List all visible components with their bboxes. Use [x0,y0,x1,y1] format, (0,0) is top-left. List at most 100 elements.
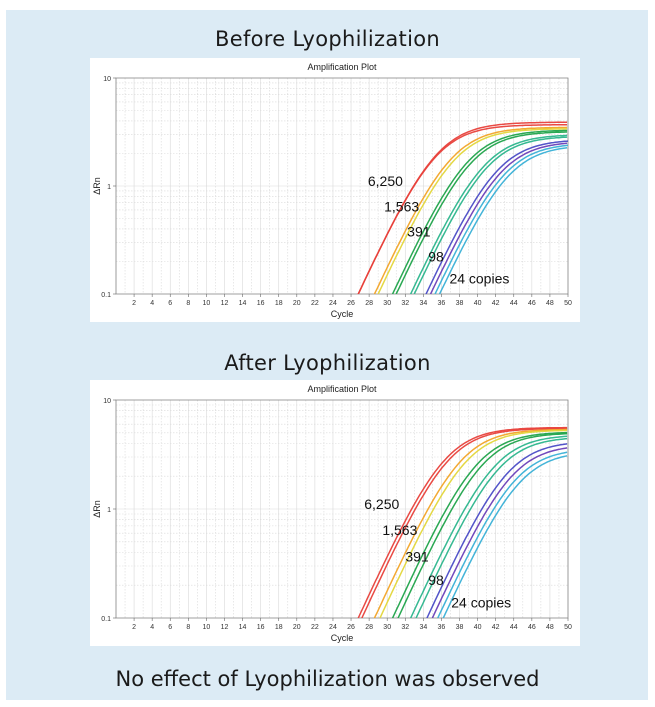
x-tick-label: 26 [347,624,355,631]
amplification-curve [379,429,568,618]
curve-label: 391 [407,224,431,240]
x-tick-label: 48 [546,300,554,307]
x-tick-label: 4 [150,300,154,307]
x-tick-label: 20 [293,624,301,631]
x-tick-label: 18 [275,624,283,631]
y-tick-label: 1 [107,184,111,191]
curve-label: 391 [405,548,429,564]
x-tick-label: 50 [564,624,572,631]
y-tick-label: 10 [103,76,111,83]
curve-label: 6,250 [368,173,403,189]
amplification-curve [409,134,568,294]
x-tick-label: 40 [474,300,482,307]
amplification-curve [434,144,568,294]
x-tick-label: 12 [221,300,229,307]
x-tick-label: 6 [168,300,172,307]
curve-label: 1,563 [384,199,419,215]
x-axis-label: Cycle [331,633,354,643]
x-tick-label: 8 [186,300,190,307]
x-tick-label: 22 [311,624,319,631]
y-tick-label: 0.1 [101,616,111,623]
x-tick-label: 38 [456,300,464,307]
y-tick-label: 10 [103,398,111,405]
amplification-curve [436,451,568,618]
amplification-curve [357,123,568,294]
y-tick-label: 0.1 [101,292,111,299]
amplification-curve [438,146,568,294]
x-tick-label: 36 [438,624,446,631]
before-heading: Before Lyophilization [215,27,440,51]
amplification-curve [429,142,568,294]
x-tick-label: 48 [546,624,554,631]
amplification-curve [409,435,568,618]
y-axis-label: ΔRn [92,500,102,518]
amplification-curve [377,128,568,294]
amplification-curve [391,129,568,294]
x-tick-label: 22 [311,300,319,307]
x-tick-label: 40 [474,624,482,631]
amplification-curve [415,437,568,618]
curve-label: 24 copies [449,271,509,287]
amplification-curve [425,140,568,294]
x-tick-label: 26 [347,300,355,307]
x-tick-label: 28 [365,624,373,631]
amplification-curve [442,455,568,618]
x-tick-label: 14 [239,624,247,631]
x-tick-label: 16 [257,300,265,307]
x-tick-label: 24 [329,624,337,631]
amplification-curve [395,131,568,294]
x-tick-label: 4 [150,624,154,631]
x-tick-label: 30 [383,300,391,307]
x-tick-label: 28 [365,300,373,307]
y-axis-label: ΔRn [92,177,102,195]
x-tick-label: 34 [419,300,427,307]
amplification-curve [373,428,568,618]
x-tick-label: 38 [456,624,464,631]
plot-title: Amplification Plot [307,384,377,394]
curve-label: 98 [428,248,444,264]
x-tick-label: 32 [401,624,409,631]
amplification-curves [357,426,568,618]
x-tick-label: 36 [438,300,446,307]
x-tick-label: 18 [275,300,283,307]
x-tick-label: 44 [510,300,518,307]
y-tick-label: 1 [107,507,111,514]
after-heading: After Lyophilization [224,351,431,375]
x-tick-label: 46 [528,624,536,631]
amplification-curve [431,447,568,618]
amplification-curve [361,427,568,618]
x-tick-label: 32 [401,300,409,307]
x-tick-label: 20 [293,300,301,307]
plot-title: Amplification Plot [307,62,377,72]
after-chart-card: Amplification Plot 2 4 6 8 10 12 14 16 18 20 22 24 26… [90,380,580,646]
amplification-curve [397,432,568,618]
x-tick-label: 46 [528,300,536,307]
x-tick-label: 42 [492,624,500,631]
x-tick-label: 16 [257,624,265,631]
footer-conclusion: No effect of Lyophilization was observed [115,667,540,691]
x-tick-label: 42 [492,300,500,307]
x-tick-label: 2 [132,300,136,307]
x-tick-label: 50 [564,300,572,307]
x-tick-label: 24 [329,300,337,307]
amplification-curve [357,426,568,618]
amplification-curve [391,431,568,618]
x-tick-label: 2 [132,624,136,631]
x-tick-label: 30 [383,624,391,631]
curve-label: 1,563 [382,522,417,538]
x-tick-label: 10 [203,624,211,631]
grid [115,400,569,618]
curve-label: 6,250 [364,496,399,512]
amplification-curve [413,136,568,294]
amplification-curve [373,126,568,294]
x-tick-label: 8 [186,624,190,631]
amplification-curve [426,443,568,618]
curve-label: 98 [428,572,444,588]
x-tick-label: 6 [168,624,172,631]
x-tick-label: 14 [239,300,247,307]
x-tick-label: 12 [221,624,229,631]
before-chart-card: Amplification Plot 2 4 6 8 10 12 14 16 18 20 22 24 26… [90,58,580,322]
x-tick-label: 44 [510,624,518,631]
